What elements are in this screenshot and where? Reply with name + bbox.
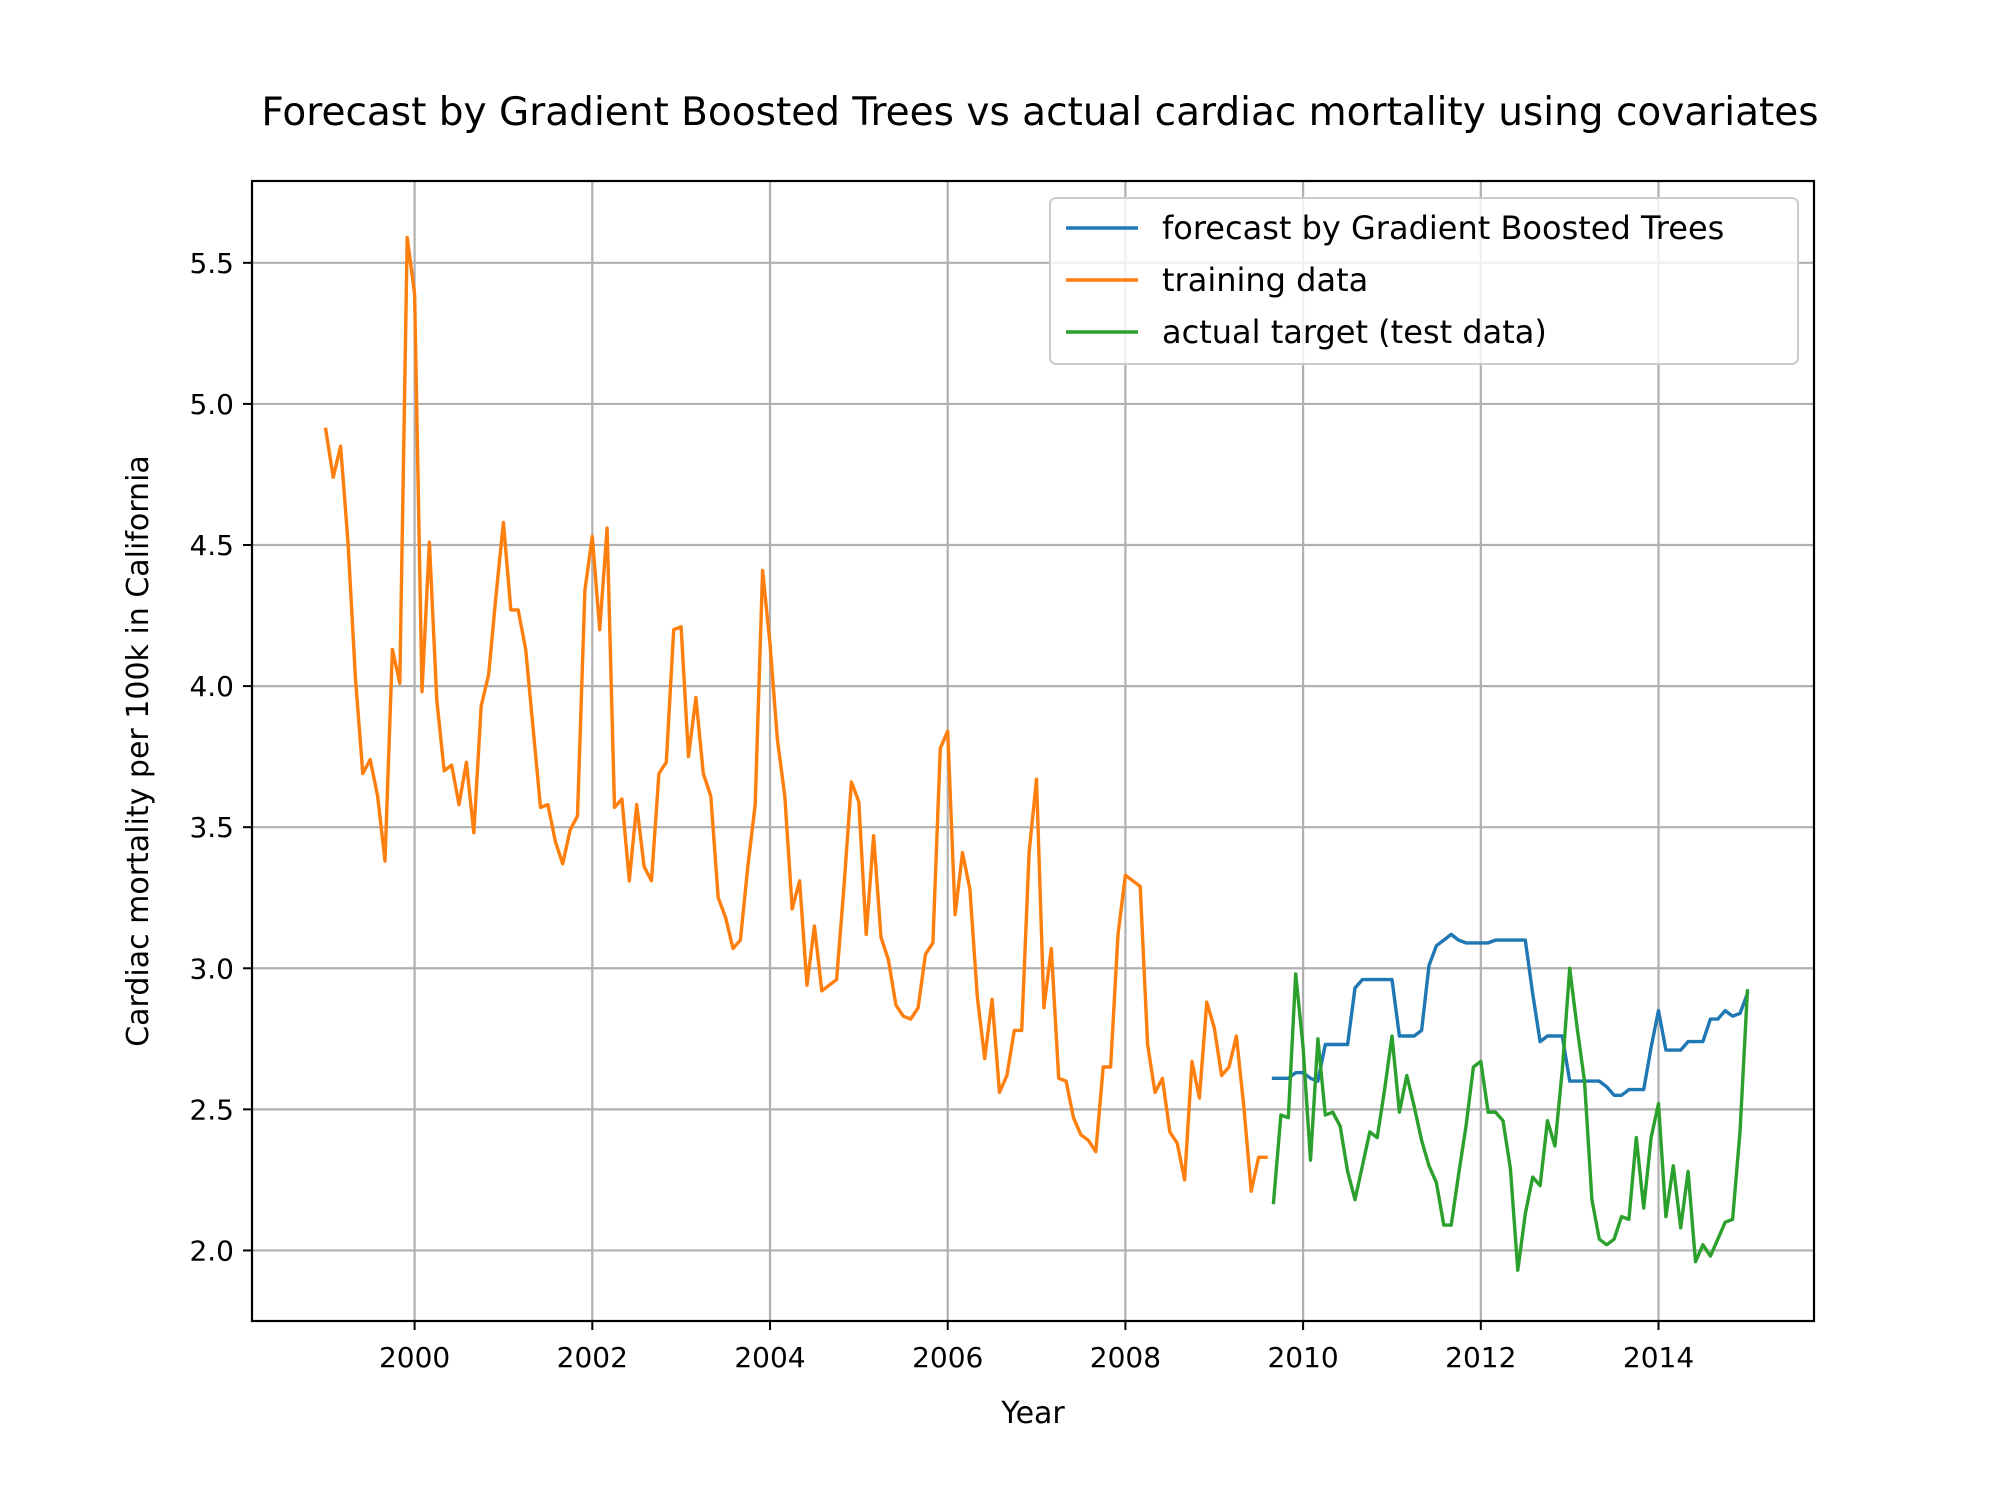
y-axis-label: Cardiac mortality per 100k in California <box>121 455 156 1047</box>
x-tick-label: 2008 <box>1090 1341 1161 1374</box>
x-tick-label: 2004 <box>734 1341 805 1374</box>
plot-background <box>252 181 1814 1321</box>
y-tick-label: 4.5 <box>189 529 234 562</box>
y-tick-label: 5.5 <box>189 247 234 280</box>
x-axis-ticks: 2000 2002 2004 2006 2008 2010 2012 2014 <box>379 1321 1694 1374</box>
y-axis-ticks: 2.0 2.5 3.0 3.5 4.0 4.5 5.0 5.5 <box>189 247 252 1267</box>
y-tick-label: 4.0 <box>189 670 234 703</box>
legend: forecast by Gradient Boosted Trees train… <box>1049 197 1799 365</box>
legend-label-actual: actual target (test data) <box>1162 313 1547 351</box>
y-tick-label: 2.5 <box>189 1093 234 1126</box>
series-layer <box>323 235 1750 1272</box>
y-tick-label: 3.0 <box>189 952 234 985</box>
x-tick-label: 2014 <box>1623 1341 1694 1374</box>
chart-title: Forecast by Gradient Boosted Trees vs ac… <box>261 90 1818 135</box>
x-axis-label: Year <box>1000 1396 1065 1431</box>
x-grid <box>413 181 1660 1321</box>
y-tick-label: 2.0 <box>189 1234 234 1267</box>
actual-target-line <box>1271 966 1750 1272</box>
legend-label-forecast: forecast by Gradient Boosted Trees <box>1162 209 1724 247</box>
x-tick-label: 2002 <box>557 1341 628 1374</box>
legend-box <box>1049 197 1799 365</box>
training-data-line <box>323 235 1268 1193</box>
x-tick-label: 2010 <box>1267 1341 1338 1374</box>
y-tick-label: 5.0 <box>189 388 234 421</box>
forecast-line <box>1271 932 1750 1098</box>
y-tick-label: 3.5 <box>189 811 234 844</box>
x-tick-label: 2006 <box>912 1341 983 1374</box>
plot-frame <box>250 179 1816 1323</box>
x-tick-label: 2012 <box>1445 1341 1516 1374</box>
x-tick-label: 2000 <box>379 1341 450 1374</box>
legend-label-training: training data <box>1162 261 1368 299</box>
